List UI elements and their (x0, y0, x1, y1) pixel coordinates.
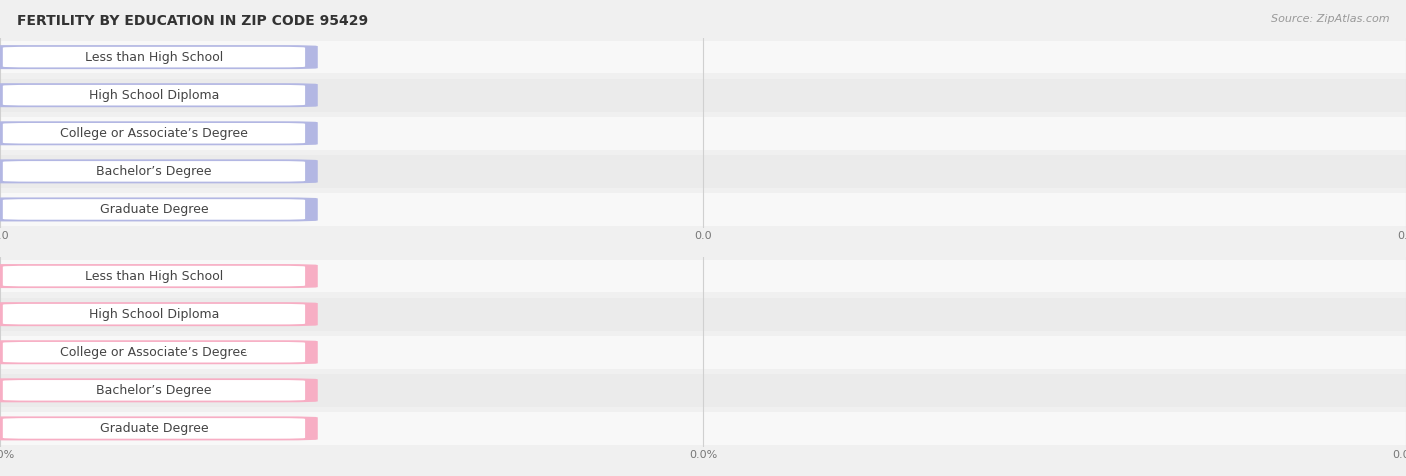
Text: Bachelor’s Degree: Bachelor’s Degree (96, 384, 212, 397)
Text: High School Diploma: High School Diploma (89, 307, 219, 321)
FancyBboxPatch shape (0, 121, 318, 145)
Text: 0.0: 0.0 (256, 127, 277, 140)
FancyBboxPatch shape (3, 304, 305, 325)
FancyBboxPatch shape (3, 342, 305, 363)
FancyBboxPatch shape (0, 198, 318, 221)
Text: 0.0%: 0.0% (245, 422, 277, 435)
FancyBboxPatch shape (0, 412, 1406, 445)
FancyBboxPatch shape (0, 378, 318, 402)
Text: High School Diploma: High School Diploma (89, 89, 219, 102)
FancyBboxPatch shape (3, 199, 305, 220)
Text: 0.0: 0.0 (256, 203, 277, 216)
FancyBboxPatch shape (0, 159, 318, 183)
Text: Less than High School: Less than High School (84, 269, 224, 283)
FancyBboxPatch shape (0, 374, 1406, 407)
Text: FERTILITY BY EDUCATION IN ZIP CODE 95429: FERTILITY BY EDUCATION IN ZIP CODE 95429 (17, 14, 368, 28)
FancyBboxPatch shape (0, 155, 1406, 188)
FancyBboxPatch shape (0, 41, 1406, 73)
FancyBboxPatch shape (0, 340, 318, 364)
Text: 0.0%: 0.0% (245, 307, 277, 321)
FancyBboxPatch shape (3, 161, 305, 182)
FancyBboxPatch shape (0, 298, 1406, 330)
FancyBboxPatch shape (0, 83, 318, 107)
FancyBboxPatch shape (3, 47, 305, 68)
FancyBboxPatch shape (0, 336, 1406, 368)
FancyBboxPatch shape (0, 193, 1406, 226)
Text: Graduate Degree: Graduate Degree (100, 422, 208, 435)
Text: Graduate Degree: Graduate Degree (100, 203, 208, 216)
Text: 0.0%: 0.0% (245, 384, 277, 397)
Text: 0.0: 0.0 (256, 50, 277, 64)
FancyBboxPatch shape (3, 266, 305, 287)
FancyBboxPatch shape (3, 123, 305, 144)
Text: Bachelor’s Degree: Bachelor’s Degree (96, 165, 212, 178)
FancyBboxPatch shape (0, 260, 1406, 292)
FancyBboxPatch shape (0, 264, 318, 288)
FancyBboxPatch shape (0, 45, 318, 69)
FancyBboxPatch shape (3, 85, 305, 106)
FancyBboxPatch shape (0, 79, 1406, 111)
Text: Less than High School: Less than High School (84, 50, 224, 64)
FancyBboxPatch shape (0, 302, 318, 326)
Text: College or Associate’s Degree: College or Associate’s Degree (60, 127, 247, 140)
Text: Source: ZipAtlas.com: Source: ZipAtlas.com (1271, 14, 1389, 24)
Text: College or Associate’s Degree: College or Associate’s Degree (60, 346, 247, 359)
FancyBboxPatch shape (0, 416, 318, 440)
FancyBboxPatch shape (3, 418, 305, 439)
FancyBboxPatch shape (3, 380, 305, 401)
Text: 0.0: 0.0 (256, 89, 277, 102)
Text: 0.0: 0.0 (256, 165, 277, 178)
Text: 0.0%: 0.0% (245, 346, 277, 359)
Text: 0.0%: 0.0% (245, 269, 277, 283)
FancyBboxPatch shape (0, 117, 1406, 149)
